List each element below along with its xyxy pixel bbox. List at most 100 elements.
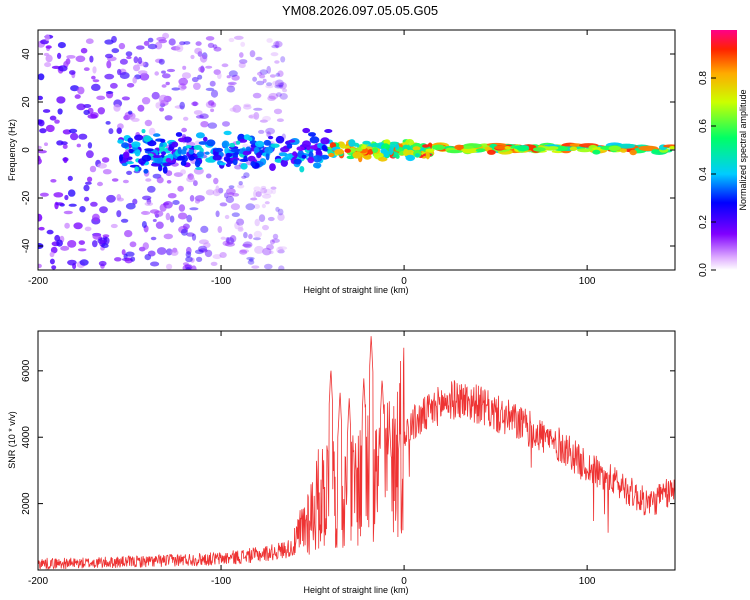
spectrogram-cell xyxy=(185,251,192,258)
spectrogram-cell xyxy=(189,207,199,211)
spectrogram-cell xyxy=(194,198,201,204)
spectrogram-cell xyxy=(205,189,215,196)
spectrogram-cell xyxy=(169,215,175,223)
spectrogram-cell xyxy=(119,154,123,162)
spectrogram-cell xyxy=(165,81,170,86)
spectrogram-cell xyxy=(92,233,102,240)
spectrogram-cell xyxy=(266,38,273,43)
spectrogram-cell xyxy=(143,40,150,46)
spectrogram-cell xyxy=(63,210,73,215)
spectrogram-cell xyxy=(309,136,320,144)
spectrogram-cell xyxy=(203,136,208,142)
spectrogram-cell xyxy=(239,249,248,255)
spectrogram-cell xyxy=(185,267,191,270)
spectrogram-cell xyxy=(188,149,194,155)
spectrogram-cell xyxy=(253,146,260,153)
spectrogram-cell xyxy=(127,137,134,144)
spectrogram-cell xyxy=(378,157,388,162)
spectrogram-cell xyxy=(205,157,215,163)
spectrogram-cell xyxy=(116,127,122,134)
x-tick-label: -200 xyxy=(28,276,48,287)
spectrogram-cell xyxy=(132,76,137,84)
spectrogram-cell xyxy=(269,74,276,78)
spectrogram-cell xyxy=(126,83,135,88)
y-tick-label: -20 xyxy=(21,190,32,205)
spectrogram-cell xyxy=(224,192,229,199)
spectrogram-cell xyxy=(275,72,281,77)
spectrogram-cell xyxy=(181,85,187,90)
spectrogram-cell xyxy=(152,219,157,222)
spectrogram-cell xyxy=(60,141,68,145)
spectrogram-cell xyxy=(339,144,347,149)
spectrogram-cell xyxy=(292,152,297,157)
spectrogram-cell xyxy=(264,201,270,205)
spectrogram-cell xyxy=(259,69,268,75)
spectrogram-cell xyxy=(275,135,285,144)
spectrogram-cell xyxy=(172,200,180,205)
spectrogram-cell xyxy=(267,95,276,102)
spectrogram-cell xyxy=(130,256,136,262)
spectrogram-cell xyxy=(348,139,356,147)
spectrogram-cell xyxy=(124,230,133,238)
spectrogram-cell xyxy=(38,213,43,222)
spectrogram-cell xyxy=(147,43,158,50)
spectrogram-cell xyxy=(239,52,244,58)
spectrogram-cell xyxy=(205,101,215,109)
spectrogram-cell xyxy=(210,261,218,266)
spectrogram-cell xyxy=(158,58,165,65)
spectrogram-cell xyxy=(200,65,205,73)
spectrogram-cell xyxy=(165,212,171,221)
spectrogram-cell xyxy=(224,146,230,155)
spectrogram-cell xyxy=(230,148,240,153)
spectrogram-cell xyxy=(144,201,154,206)
spectrogram-cell xyxy=(114,257,122,262)
spectrogram-cell xyxy=(271,44,279,49)
spectrogram-cell xyxy=(194,159,201,168)
spectrogram-cell xyxy=(152,155,162,158)
spectrogram-cell xyxy=(121,142,129,149)
spectrogram-cell xyxy=(210,108,215,113)
spectrogram-cell xyxy=(265,127,275,135)
spectrogram-cell xyxy=(49,115,57,121)
spectrogram-cell xyxy=(243,105,252,110)
spectrogram-cell xyxy=(110,223,118,229)
spectrogram-cell xyxy=(238,138,248,143)
spectrogram-cell xyxy=(182,65,187,70)
spectrogram-cell xyxy=(301,154,307,159)
spectrogram-cell xyxy=(198,66,206,73)
x-tick-label: -100 xyxy=(211,576,231,587)
spectrogram-cell xyxy=(320,154,329,159)
spectrogram-cell xyxy=(196,256,203,262)
spectrogram-cell xyxy=(42,109,51,113)
colorbar-ticks: 0.0 0.2 0.4 0.6 0.8 xyxy=(698,71,716,277)
spectrogram-cell xyxy=(136,45,145,50)
spectrogram-cell xyxy=(395,143,400,150)
snr-ylabel: SNR (10 * v/v) xyxy=(7,411,17,469)
spectrogram-cell xyxy=(97,107,106,115)
spectrogram-cell xyxy=(213,69,221,75)
spectrogram-cell xyxy=(175,132,183,137)
spectrogram-cell xyxy=(143,168,149,174)
spectrogram-cell xyxy=(279,93,288,100)
spectrogram-cell xyxy=(207,42,215,49)
spectrogram-cell xyxy=(194,47,203,55)
spectrogram-cell xyxy=(269,163,276,172)
spectrogram-cell xyxy=(221,63,229,68)
colorbar-label: Normalized spectral amplitude xyxy=(738,89,748,210)
spectrogram-cell xyxy=(267,216,275,222)
spectrogram-cell xyxy=(137,56,143,65)
spectrogram-cell xyxy=(181,228,188,236)
spectrogram-cell xyxy=(425,151,430,160)
spectrogram-cell xyxy=(282,156,290,161)
spectrogram-cell xyxy=(134,166,139,172)
spectrogram-cell xyxy=(193,110,203,115)
spectrogram-cell xyxy=(68,203,77,207)
spectrogram-cell xyxy=(62,144,68,149)
spectrogram-cell xyxy=(361,145,367,150)
spectrogram-cell xyxy=(262,247,272,256)
spectrogram-cell xyxy=(226,188,236,195)
spectrogram-cell xyxy=(57,42,66,49)
spectrogram-cell xyxy=(221,140,230,148)
spectrogram-cell xyxy=(44,142,48,146)
spectrogram-cell xyxy=(277,246,288,251)
